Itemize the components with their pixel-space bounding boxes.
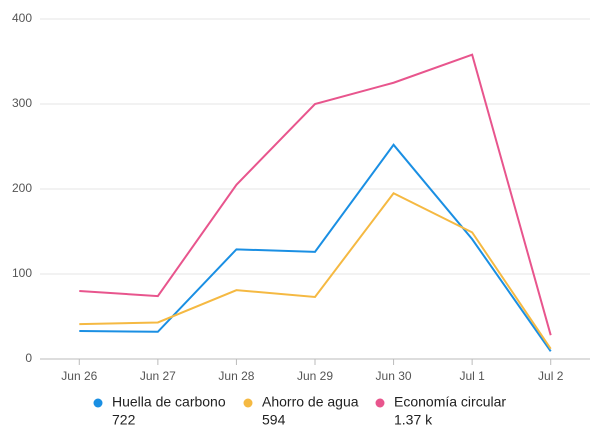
y-tick-label: 400: [12, 11, 32, 25]
series-line: [79, 191, 552, 350]
y-tick-label: 0: [25, 351, 32, 365]
x-tick-label: Jun 26: [61, 369, 97, 383]
x-tick-label: Jun 27: [140, 369, 176, 383]
y-tick-label: 100: [12, 266, 32, 280]
y-tick-label: 300: [12, 96, 32, 110]
legend-name: Huella de carbono: [112, 394, 226, 410]
x-tick-label: Jun 28: [218, 369, 254, 383]
legend-marker: [93, 398, 103, 408]
legend-name: Economía circular: [394, 394, 506, 410]
x-tick-label: Jul 2: [538, 369, 564, 383]
legend-total: 722: [112, 412, 136, 428]
legend-total: 1.37 k: [394, 412, 433, 428]
x-tick-label: Jun 30: [376, 369, 412, 383]
y-tick-label: 200: [12, 181, 32, 195]
legend-name: Ahorro de agua: [262, 394, 359, 410]
legend-total: 594: [262, 412, 286, 428]
x-tick-label: Jul 1: [459, 369, 485, 383]
legend-marker: [243, 398, 253, 408]
series-line: [79, 53, 552, 336]
legend-marker: [375, 398, 385, 408]
series-line: [79, 143, 552, 352]
x-tick-label: Jun 29: [297, 369, 333, 383]
